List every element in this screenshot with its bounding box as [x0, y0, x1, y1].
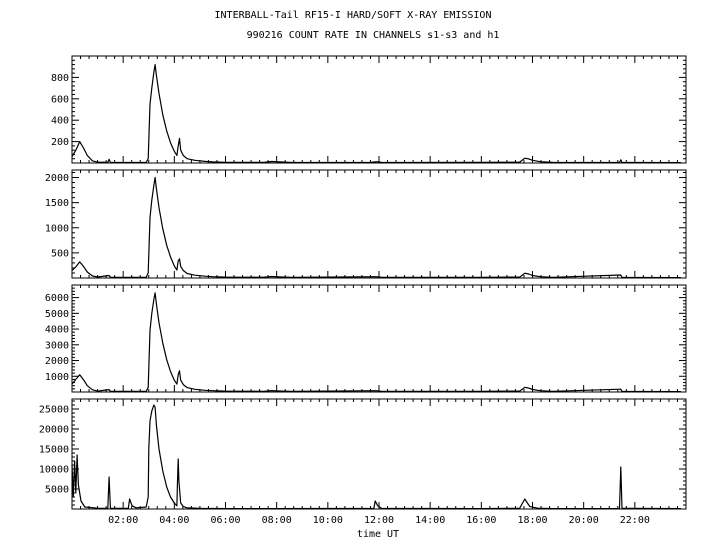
y-tick-label: 2000	[45, 173, 69, 184]
count-rate-line	[71, 292, 681, 393]
count-rate-line	[71, 63, 681, 164]
y-tick-label: 20000	[39, 425, 69, 436]
y-tick-label: 25000	[39, 405, 69, 416]
count-rate-line	[71, 404, 681, 510]
x-tick-label: 04:00	[159, 515, 189, 526]
panel-4: 5000 10000 15000 20000 25000	[39, 398, 687, 510]
y-tick-label: 10000	[39, 465, 69, 476]
x-tick-label: 14:00	[415, 515, 445, 526]
y-tick-label: 1000	[45, 223, 69, 234]
panel-1: 200 400 600 800	[51, 55, 687, 164]
y-tick-label: 500	[51, 248, 69, 259]
panel-2: 500 1000 1500 2000	[45, 169, 687, 279]
x-tick-label: 10:00	[313, 515, 343, 526]
y-tick-label: 1000	[45, 372, 69, 383]
x-tick-label: 22:00	[620, 515, 650, 526]
y-tick-label: 400	[51, 116, 69, 127]
x-tick-label: 02:00	[108, 515, 138, 526]
x-tick-labels: 02:00 04:00 06:00 08:00 10:00 12:00 14:00 16:00…	[108, 515, 650, 526]
y-tick-label: 600	[51, 94, 69, 105]
y-tick-label: 6000	[45, 293, 69, 304]
panel-4-frame	[71, 398, 687, 510]
y-tick-label: 15000	[39, 445, 69, 456]
panel-3: 1000 2000 3000 4000 5000 6000	[45, 284, 687, 393]
x-tick-label: 06:00	[210, 515, 240, 526]
y-tick-label: 4000	[45, 325, 69, 336]
y-tick-label: 200	[51, 137, 69, 148]
x-tick-label: 12:00	[364, 515, 394, 526]
panel-3-frame	[71, 284, 687, 393]
count-rate-line	[71, 176, 681, 279]
x-tick-label: 20:00	[569, 515, 599, 526]
y-tick-label: 5000	[45, 485, 69, 496]
chart-title-line-1: INTERBALL-Tail RF15-I HARD/SOFT X-RAY EM…	[215, 10, 492, 21]
y-tick-label: 5000	[45, 309, 69, 320]
panels-group: 200 400 600 800 500 1000 1500 2000 1000 2000 3000 4…	[39, 55, 687, 510]
x-tick-label: 18:00	[517, 515, 547, 526]
x-axis-label: time UT	[357, 529, 399, 540]
y-tick-label: 800	[51, 73, 69, 84]
y-tick-label: 2000	[45, 356, 69, 367]
panel-2-frame	[71, 169, 687, 279]
x-tick-label: 08:00	[262, 515, 292, 526]
chart-title-line-2: 990216 COUNT RATE IN CHANNELS s1-s3 and …	[247, 30, 500, 41]
y-tick-label: 1500	[45, 198, 69, 209]
panel-1-frame	[71, 55, 687, 164]
x-tick-label: 16:00	[466, 515, 496, 526]
y-tick-label: 3000	[45, 340, 69, 351]
